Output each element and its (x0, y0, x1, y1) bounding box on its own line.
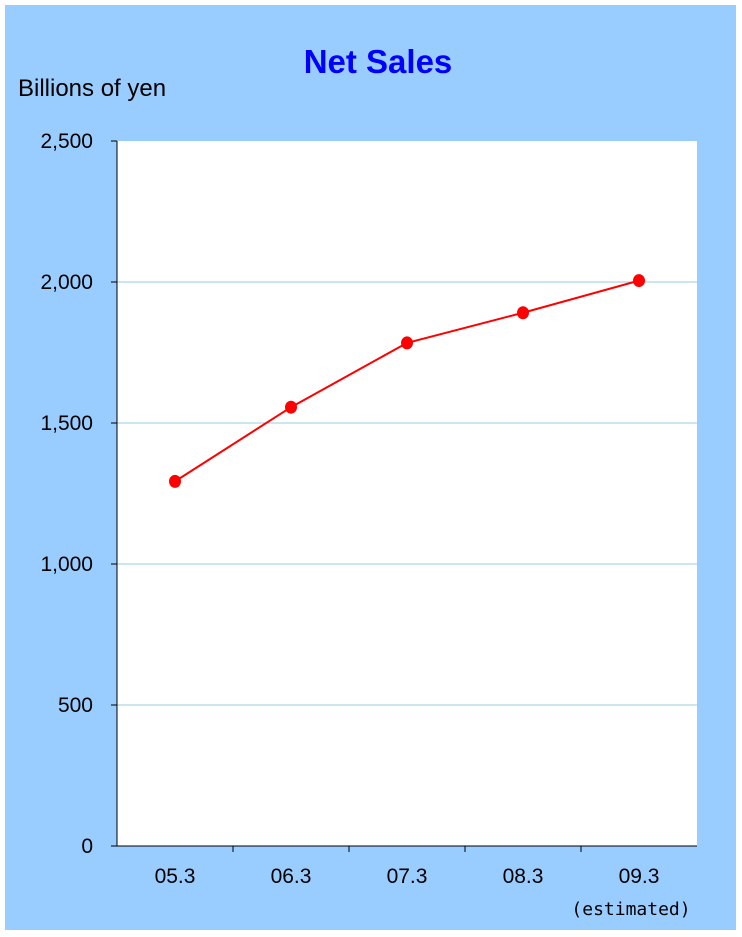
y-tick-label: 2,000 (40, 271, 93, 294)
chart-frame: Net Sales Billions of yen 0 500 1,000 1,500… (5, 5, 736, 930)
y-tick-labels: 0 500 1,000 1,500 2,000 2,500 (40, 130, 93, 858)
data-point (285, 400, 297, 414)
x-tick-label: 09.3 (619, 865, 660, 888)
data-point (633, 274, 645, 288)
line-chart: Net Sales Billions of yen 0 500 1,000 1,500… (18, 43, 697, 920)
y-tick-label: 1,500 (40, 412, 93, 435)
x-tick-note: (estimated) (571, 899, 690, 920)
y-axis-label: Billions of yen (18, 75, 166, 102)
gridlines (117, 281, 697, 706)
data-point (401, 336, 413, 350)
x-tick-label: 05.3 (155, 865, 196, 888)
x-tick-label: 08.3 (503, 865, 544, 888)
data-point (517, 306, 529, 320)
data-point (169, 474, 181, 488)
axes (111, 140, 697, 852)
y-tick-label: 0 (81, 835, 93, 858)
x-tick-labels: 05.3 06.3 07.3 08.3 09.3 (estimated) (155, 865, 691, 920)
plot-area (117, 141, 697, 846)
x-tick-label: 06.3 (271, 865, 312, 888)
x-tick-label: 07.3 (387, 865, 428, 888)
chart-title: Net Sales (304, 43, 453, 80)
series-net-sales (169, 274, 645, 488)
y-tick-label: 2,500 (40, 130, 93, 153)
y-tick-label: 500 (58, 694, 93, 717)
y-tick-label: 1,000 (40, 553, 93, 576)
